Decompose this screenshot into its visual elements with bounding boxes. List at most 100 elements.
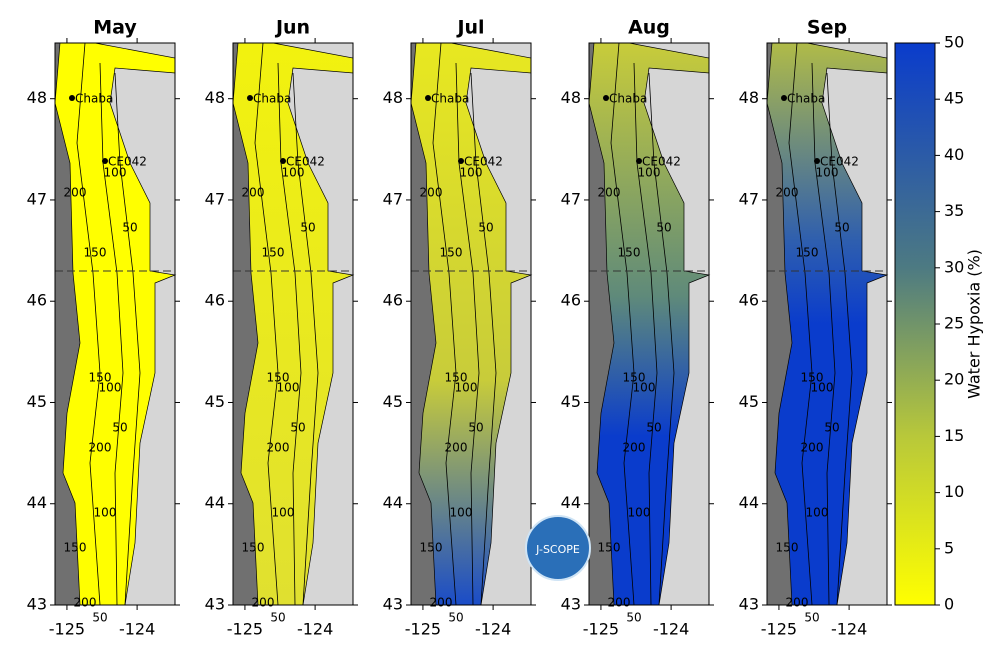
station-label: Chaba — [75, 92, 113, 106]
x-tick-label: -124 — [119, 620, 155, 639]
isobath-label: 100 — [94, 506, 117, 520]
panel-frame — [588, 42, 710, 606]
isobath-label: 50 — [646, 421, 661, 435]
isobath-label: 50 — [290, 421, 305, 435]
station-label: Chaba — [253, 92, 291, 106]
isobath-label: 150 — [796, 246, 819, 260]
station — [814, 158, 820, 164]
isobath — [254, 42, 279, 606]
map-panel: 501001502001001502005010015020050ChabaCE… — [205, 17, 358, 639]
logo: J-SCOPE — [525, 515, 591, 581]
y-tick-label: 45 — [561, 392, 581, 411]
isobath-label: 50 — [112, 421, 127, 435]
station — [69, 95, 75, 101]
y-tick-label: 45 — [383, 392, 403, 411]
isobath-label: 200 — [420, 186, 443, 200]
x-tick-label: -125 — [49, 620, 85, 639]
isobath-label: 200 — [776, 186, 799, 200]
colorbar-tick-label: 45 — [944, 89, 964, 108]
y-tick-label: 44 — [383, 493, 403, 512]
panel-frame — [410, 42, 532, 606]
y-tick-label: 47 — [383, 189, 403, 208]
station — [425, 95, 431, 101]
isobath-label: 100 — [806, 506, 829, 520]
isobath-label: 100 — [811, 381, 834, 395]
isobath-label: 50 — [478, 221, 493, 235]
y-tick-label: 43 — [383, 595, 403, 614]
panel-title: Sep — [807, 17, 847, 39]
panel-frame — [54, 42, 176, 606]
isobath — [826, 72, 853, 606]
isobath-label: 200 — [252, 596, 275, 610]
x-tick-label: -124 — [653, 620, 689, 639]
isobath — [788, 42, 813, 606]
y-tick-label: 46 — [383, 291, 403, 310]
colorbar-label: Water Hypoxia (%) — [965, 249, 984, 399]
isobath-label: 200 — [623, 441, 646, 455]
station — [102, 158, 108, 164]
y-tick-label: 48 — [561, 88, 581, 107]
y-tick-label: 44 — [561, 493, 581, 512]
isobath-label: 200 — [242, 186, 265, 200]
isobath — [277, 62, 302, 606]
isobath — [811, 62, 836, 606]
isobath-label: 150 — [267, 371, 290, 385]
station-label: CE042 — [108, 155, 147, 169]
station-label: CE042 — [464, 155, 503, 169]
colorbar-tick-label: 40 — [944, 145, 964, 164]
deep-ocean — [411, 43, 451, 605]
isobath — [455, 62, 480, 606]
isobath-label: 50 — [834, 221, 849, 235]
shelf-hypoxia — [588, 42, 711, 606]
isobath-label: 100 — [104, 166, 127, 180]
map-panel: 501001502001001502005010015020050ChabaCE… — [383, 17, 536, 639]
panel-title: Jun — [274, 17, 310, 39]
x-tick-label: -125 — [227, 620, 263, 639]
isobath — [99, 62, 124, 606]
isobath-label: 200 — [267, 441, 290, 455]
isobath-label: 150 — [776, 541, 799, 555]
y-tick-label: 47 — [27, 189, 47, 208]
isobath-label: 200 — [608, 596, 631, 610]
isobath-label: 200 — [598, 186, 621, 200]
isobath-label: 200 — [74, 596, 97, 610]
y-tick-label: 46 — [739, 291, 759, 310]
isobath-label: 150 — [89, 371, 112, 385]
isobath — [648, 72, 675, 606]
isobath-label: 100 — [460, 166, 483, 180]
y-tick-label: 43 — [205, 595, 225, 614]
x-tick-label: -125 — [583, 620, 619, 639]
isobath-label: 50 — [92, 611, 107, 625]
map-panel: 501001502001001502005010015020050ChabaCE… — [27, 17, 180, 639]
isobath-label: 50 — [626, 611, 641, 625]
map-panel: 501001502001001502005010015020050ChabaCE… — [739, 17, 892, 639]
isobath-label: 100 — [272, 506, 295, 520]
y-tick-label: 47 — [739, 189, 759, 208]
shelf-hypoxia — [232, 42, 355, 606]
isobath-label: 50 — [824, 421, 839, 435]
isobath-label: 150 — [440, 246, 463, 260]
y-tick-label: 48 — [27, 88, 47, 107]
deep-ocean — [55, 43, 95, 605]
colorbar-tick-label: 10 — [944, 482, 964, 501]
isobath-label: 200 — [64, 186, 87, 200]
isobath-label: 50 — [468, 421, 483, 435]
isobath-label: 200 — [801, 441, 824, 455]
isobath — [633, 62, 658, 606]
y-tick-label: 44 — [205, 493, 225, 512]
station-label: Chaba — [609, 92, 647, 106]
isobath-label: 150 — [623, 371, 646, 385]
panel-title: Jul — [455, 17, 484, 39]
isobath-label: 150 — [801, 371, 824, 385]
y-tick-label: 48 — [739, 88, 759, 107]
isobath-label: 100 — [99, 381, 122, 395]
isobath-label: 50 — [300, 221, 315, 235]
isobath-label: 150 — [598, 541, 621, 555]
isobath — [114, 72, 141, 606]
y-tick-label: 44 — [27, 493, 47, 512]
isobath-label: 100 — [638, 166, 661, 180]
isobath — [432, 42, 457, 606]
map-panel: 501001502001001502005010015020050ChabaCE… — [561, 17, 714, 639]
station-label: CE042 — [286, 155, 325, 169]
station — [603, 95, 609, 101]
